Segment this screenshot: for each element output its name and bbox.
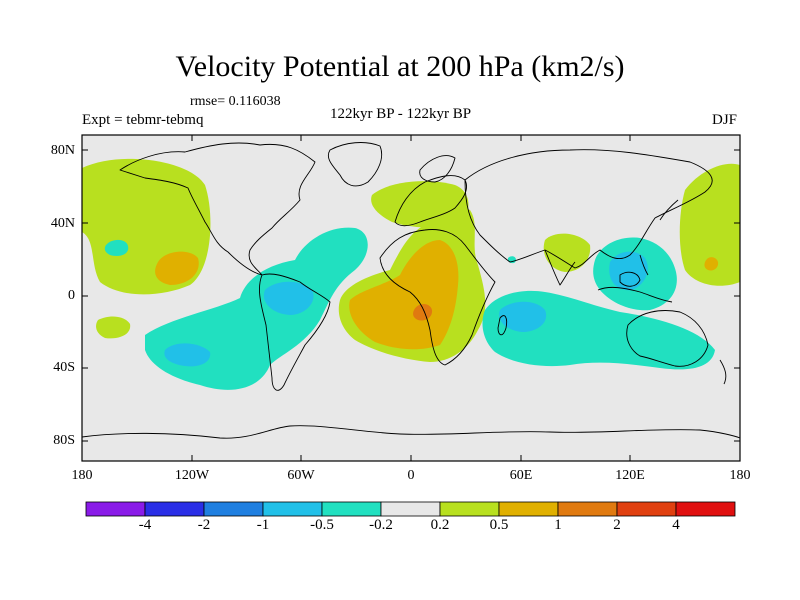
colorbar-label-3: -1	[256, 517, 270, 533]
anomaly-pos-east-pacific-core	[155, 251, 199, 285]
colorbar-box-10	[616, 501, 677, 517]
colorbar-box-6	[380, 501, 441, 517]
coastline-asia	[464, 149, 713, 269]
colorbar-label-6: 0.2	[430, 517, 450, 533]
season-label: DJF	[712, 112, 738, 128]
anomaly-neg-indian-ocean-core	[499, 301, 547, 332]
colorbar-box-5	[321, 501, 382, 517]
coastline-south-america	[259, 273, 331, 391]
velocity-potential-field	[82, 158, 740, 390]
coastlines	[81, 142, 741, 439]
anomaly-pos-africa-max	[413, 304, 433, 321]
anomaly-pos-south-asia	[543, 233, 591, 272]
lat-label-80n: 80N	[50, 143, 75, 158]
coastline-borneo	[619, 271, 641, 287]
colorbar-label-5: -0.2	[369, 517, 393, 533]
coastline-india	[544, 249, 576, 286]
lon-label-0: 0	[407, 468, 415, 483]
lon-label-120w: 120W	[174, 468, 210, 483]
lon-label-180w: 180	[71, 468, 93, 483]
colorbar-box-2	[144, 501, 205, 517]
colorbar-box-4	[262, 501, 323, 517]
coastline-europe	[394, 175, 467, 227]
anomaly-neg-arabian-sea-dot	[508, 256, 516, 264]
lon-label-60w: 60W	[287, 468, 315, 483]
lon-label-60e: 60E	[509, 468, 533, 483]
lat-label-40s: 40S	[53, 360, 75, 375]
anomaly-neg-maritime-core	[609, 251, 648, 291]
colorbar-label-1: -4	[138, 517, 152, 533]
coastline-madagascar	[497, 315, 508, 336]
coastline-greenland	[327, 142, 383, 187]
colorbar-box-3	[203, 501, 264, 517]
anomaly-pos-date-line-east-core	[704, 257, 719, 271]
coastline-antarctica	[81, 425, 741, 439]
coastline-africa	[379, 229, 496, 366]
colorbar-label-7: 0.5	[489, 517, 509, 533]
rmse-label: rmse= 0.116038	[190, 94, 281, 109]
lat-label-80s: 80S	[53, 433, 75, 448]
colorbar-box-1	[85, 501, 146, 517]
lon-label-180e: 180	[729, 468, 751, 483]
lon-label-120e: 120E	[615, 468, 645, 483]
colorbar-label-2: -2	[197, 517, 211, 533]
colorbar-label-10: 4	[672, 517, 680, 533]
anomaly-pos-africa-core	[349, 240, 459, 350]
coastline-scandinavia	[419, 155, 456, 183]
colorbar	[85, 501, 736, 517]
anomaly-pos-south-east-pacific	[96, 316, 131, 339]
plot-title: Velocity Potential at 200 hPa (km2/s)	[175, 50, 625, 83]
colorbar-box-8	[498, 501, 559, 517]
coastline-new-zealand	[719, 359, 727, 385]
anomaly-neg-amazon-core	[263, 281, 314, 315]
coastline-indonesia	[597, 286, 673, 303]
colorbar-label-8: 1	[554, 517, 562, 533]
colorbar-box-7	[439, 501, 500, 517]
anomaly-neg-hawaii	[104, 239, 129, 256]
anomaly-neg-south-pacific-core	[164, 343, 211, 367]
coastline-japan	[659, 199, 679, 221]
period-label: 122kyr BP - 122kyr BP	[330, 106, 472, 122]
colorbar-label-4: -0.5	[310, 517, 334, 533]
colorbar-box-11	[675, 501, 736, 517]
anomaly-pos-europe	[371, 181, 469, 228]
colorbar-label-9: 2	[613, 517, 621, 533]
lat-label-eq: 0	[68, 288, 75, 303]
lat-label-40n: 40N	[50, 216, 75, 231]
axis-ticks	[81, 135, 741, 461]
anomaly-pos-date-line-east	[679, 163, 740, 286]
coastline-north-america	[119, 142, 316, 276]
coastline-philippines	[639, 254, 649, 276]
experiment-label: Expt = tebmr-tebmq	[82, 112, 204, 128]
coastline-australia	[626, 310, 709, 367]
colorbar-box-9	[557, 501, 618, 517]
